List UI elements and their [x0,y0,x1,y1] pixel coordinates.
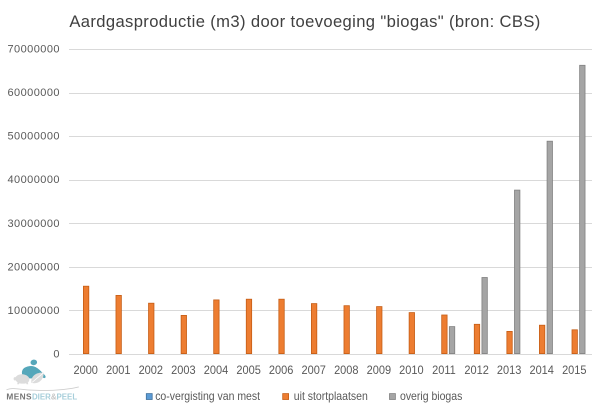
svg-text:2004: 2004 [204,363,229,377]
svg-text:70000000: 70000000 [7,44,60,56]
svg-text:2002: 2002 [139,363,163,377]
svg-text:2015: 2015 [562,363,586,377]
svg-text:2003: 2003 [171,363,195,377]
svg-text:2010: 2010 [399,363,424,377]
svg-text:2009: 2009 [367,363,391,377]
svg-text:co-vergisting van mest: co-vergisting van mest [155,391,260,404]
svg-text:60000000: 60000000 [7,87,60,99]
svg-text:2013: 2013 [497,363,521,377]
svg-text:overig biogas: overig biogas [400,391,463,404]
svg-text:10000000: 10000000 [7,305,60,317]
svg-text:2011: 2011 [432,363,456,377]
svg-text:2012: 2012 [464,363,488,377]
svg-text:50000000: 50000000 [7,131,60,143]
svg-text:30000000: 30000000 [7,218,60,230]
svg-text:Aardgasproductie (m3) door toe: Aardgasproductie (m3) door toevoeging "b… [69,12,540,31]
svg-text:40000000: 40000000 [7,174,60,186]
svg-text:2006: 2006 [269,363,293,377]
svg-text:MENSDIER&PEEL: MENSDIER&PEEL [6,391,77,401]
svg-text:2014: 2014 [529,363,554,377]
svg-text:2008: 2008 [334,363,358,377]
svg-text:0: 0 [53,349,60,361]
svg-text:2005: 2005 [236,363,260,377]
svg-text:2007: 2007 [301,363,325,377]
svg-text:uit stortplaatsen: uit stortplaatsen [294,391,368,404]
svg-text:20000000: 20000000 [7,261,60,273]
svg-text:2001: 2001 [106,363,130,377]
svg-text:2000: 2000 [73,363,98,377]
